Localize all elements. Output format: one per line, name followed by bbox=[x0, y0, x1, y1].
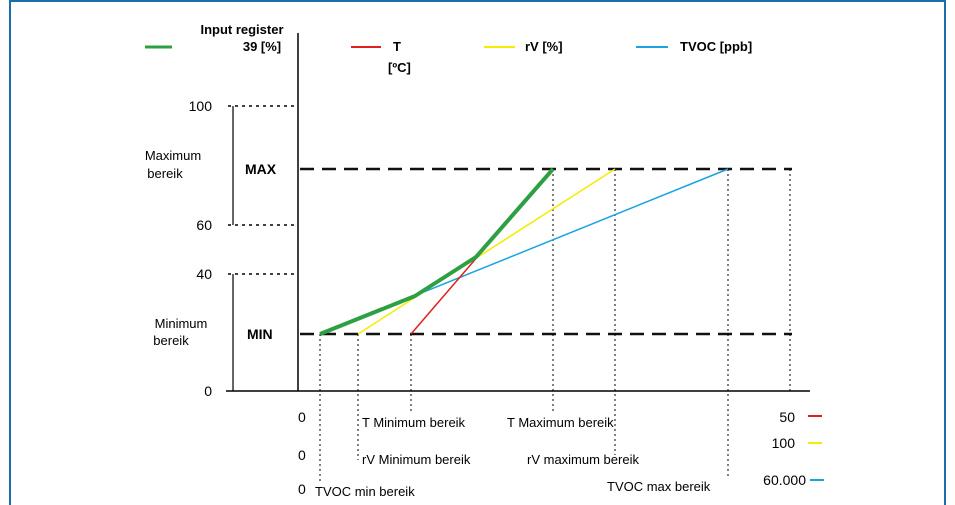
y-tick-100: 100 bbox=[189, 98, 213, 114]
legend-label-input-register-line1: Input register bbox=[200, 22, 283, 37]
x-row3-min-label: TVOC min bereik bbox=[315, 484, 415, 499]
x-row2-max-label: rV maximum bereik bbox=[527, 452, 639, 467]
x-row3-max-label: TVOC max bereik bbox=[607, 479, 711, 494]
x-row1-min-label: T Minimum bereik bbox=[362, 415, 466, 430]
max-band-label-line1: Maximum bbox=[145, 148, 201, 163]
legend-label-input-register-line2: 39 [%] bbox=[243, 39, 281, 54]
legend-item-input-register: Input register 39 [%] bbox=[145, 22, 284, 54]
legend-label-rv: rV [%] bbox=[525, 39, 563, 54]
legend-label-tvoc: TVOC [ppb] bbox=[680, 39, 752, 54]
legend-item-temperature: T [ºC] bbox=[351, 39, 411, 75]
rv-line bbox=[357, 168, 616, 335]
max-tag: MAX bbox=[245, 161, 277, 177]
legend-label-temperature-line1: T bbox=[393, 39, 401, 54]
y-tick-0: 0 bbox=[204, 383, 212, 399]
x-row1-end-value: 50 bbox=[779, 409, 795, 425]
legend: Input register 39 [%] T [ºC] rV [%] TVOC… bbox=[145, 22, 752, 75]
max-band-label-line2: bereik bbox=[147, 166, 183, 181]
input-register-line bbox=[319, 167, 555, 336]
legend-item-rv: rV [%] bbox=[484, 39, 563, 54]
min-band-label-line1: Minimum bbox=[155, 316, 208, 331]
x-row3-end-value: 60.000 bbox=[763, 472, 806, 488]
min-band-label-line2: bereik bbox=[153, 333, 189, 348]
x-row2-end-value: 100 bbox=[772, 435, 796, 451]
legend-label-temperature-line2: [ºC] bbox=[388, 60, 411, 75]
y-tick-40: 40 bbox=[196, 266, 212, 282]
x-row2-min-label: rV Minimum bereik bbox=[362, 452, 471, 467]
x-row1-zero: 0 bbox=[298, 409, 306, 425]
x-row2-zero: 0 bbox=[298, 447, 306, 463]
min-tag: MIN bbox=[247, 326, 273, 342]
y-tick-60: 60 bbox=[196, 217, 212, 233]
x-row1-max-label: T Maximum bereik bbox=[507, 415, 614, 430]
x-row3-zero: 0 bbox=[298, 481, 306, 497]
legend-item-tvoc: TVOC [ppb] bbox=[636, 39, 752, 54]
